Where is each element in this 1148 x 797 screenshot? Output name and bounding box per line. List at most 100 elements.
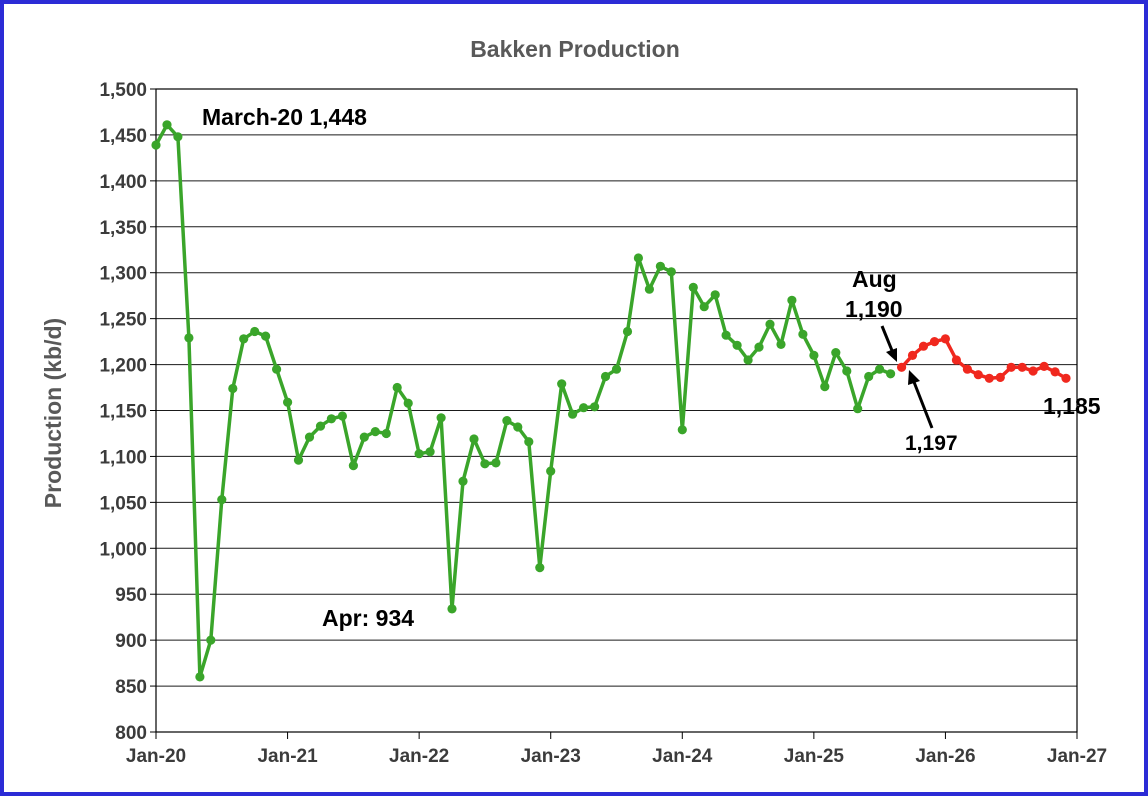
series-1-point (337, 411, 347, 421)
x-tick-label: Jan-20 (126, 746, 186, 767)
series-1-point (293, 455, 304, 465)
series-1-point (250, 326, 260, 337)
y-tick-label: 800 (115, 723, 147, 744)
series-1-point (590, 402, 600, 412)
y-tick-label: 1,050 (99, 493, 147, 514)
series-1-point (469, 434, 479, 444)
series-1-point (633, 253, 644, 263)
series-1-point (261, 331, 271, 341)
series-1-point (611, 364, 622, 374)
series-2-point (1039, 361, 1049, 371)
series-1-point (403, 398, 413, 408)
y-tick-label: 1,400 (99, 172, 147, 193)
annotation-aug-value: 1,190 (845, 296, 903, 322)
series-1-point (326, 414, 336, 424)
series-1-point (283, 397, 293, 407)
series-2-point (918, 341, 929, 351)
series-1-point (425, 447, 435, 457)
y-tick-label: 1,450 (99, 126, 147, 147)
y-tick-label: 1,300 (99, 264, 147, 285)
aug-arrow (880, 325, 895, 354)
x-axis-ticks: Jan-20 Jan-21 Jan-22 Jan-23 Jan-24 Jan-25 Jan-… (126, 732, 1107, 767)
data-series (151, 120, 1071, 682)
annotation-aug-label: Aug (852, 266, 897, 292)
series-1-point (721, 330, 731, 340)
series-1-point (655, 261, 666, 271)
series-line-2 (900, 337, 1067, 381)
series-1-point (458, 476, 468, 486)
annotation-march-20: March-20 1,448 (202, 104, 367, 130)
annotation-sep-value: 1,197 (905, 432, 958, 455)
series-1-point (447, 604, 457, 614)
x-tick-label: Jan-27 (1047, 746, 1107, 767)
bakken-production-chart: Bakken Production Production (kb/d) 8008… (40, 36, 1107, 767)
aug-arrow-head (886, 348, 897, 362)
gridlines (156, 88, 1077, 733)
series-1-point (414, 449, 424, 459)
y-tick-label: 1,500 (99, 80, 147, 101)
series-1-point (666, 267, 676, 277)
series-1-point (831, 348, 841, 358)
x-tick-label: Jan-24 (652, 746, 713, 767)
x-tick-label: Jan-25 (784, 746, 845, 767)
series-1-point (480, 459, 490, 469)
series-2-point (962, 364, 973, 374)
series-1-point (809, 350, 819, 360)
annotation-last-value: 1,185 (1043, 393, 1101, 419)
series-1-point (173, 132, 183, 142)
series-1-point (677, 425, 687, 435)
series-1-point (886, 369, 896, 379)
series-2-point (907, 350, 918, 360)
series-1-point (228, 383, 238, 394)
series-1-point (370, 427, 380, 437)
series-1-point (184, 333, 194, 343)
series-1-point (600, 371, 611, 382)
series-1-point (743, 355, 753, 365)
series-1-point (206, 635, 216, 645)
y-axis-label: Production (kb/d) (40, 318, 66, 508)
x-tick-label: Jan-23 (521, 746, 581, 767)
y-tick-label: 1,100 (99, 447, 147, 468)
y-axis-ticks: 800 850 900 950 1,000 1,050 1,100 1,150 1,200 1,2… (99, 80, 156, 744)
y-tick-label: 1,000 (99, 539, 147, 560)
series-1-point (304, 432, 315, 442)
x-tick-label: Jan-26 (915, 746, 975, 767)
annotation-arrows (880, 325, 934, 429)
series-1-point (195, 672, 205, 682)
series-2-point (973, 370, 983, 380)
series-1-point (699, 302, 709, 312)
series-1-point (491, 458, 501, 468)
series-2-point (995, 372, 1005, 382)
series-1-point (798, 329, 808, 339)
series-2-point (1006, 362, 1016, 372)
y-tick-label: 1,150 (99, 402, 147, 423)
series-1-point (502, 416, 512, 426)
x-tick-label: Jan-22 (389, 746, 449, 767)
series-1-point (787, 295, 797, 305)
series-2-point (1017, 362, 1027, 372)
annotation-april-934: Apr: 934 (322, 605, 414, 631)
series-1-point (151, 140, 161, 150)
series-1-point (765, 319, 775, 329)
series-1-point (315, 421, 326, 431)
series-1-point (162, 120, 172, 130)
y-tick-label: 1,200 (99, 356, 147, 377)
x-tick-label: Jan-21 (257, 746, 318, 767)
series-1-point (853, 404, 863, 414)
series-1-point (546, 466, 556, 476)
series-1-point (359, 432, 369, 442)
chart-title: Bakken Production (470, 36, 680, 62)
series-1-point (524, 437, 534, 447)
series-2-point (929, 337, 940, 347)
series-1-point (644, 284, 655, 294)
series-1-point (820, 382, 830, 392)
series-2-point (1061, 373, 1071, 383)
series-1-point (579, 403, 589, 413)
series-1-point (272, 364, 282, 374)
series-2-point (897, 362, 907, 372)
y-tick-label: 950 (115, 585, 147, 606)
series-1-point (776, 339, 786, 349)
sep-arrow-head (908, 370, 920, 385)
series-1-point (688, 282, 698, 292)
series-1-point (392, 382, 402, 393)
